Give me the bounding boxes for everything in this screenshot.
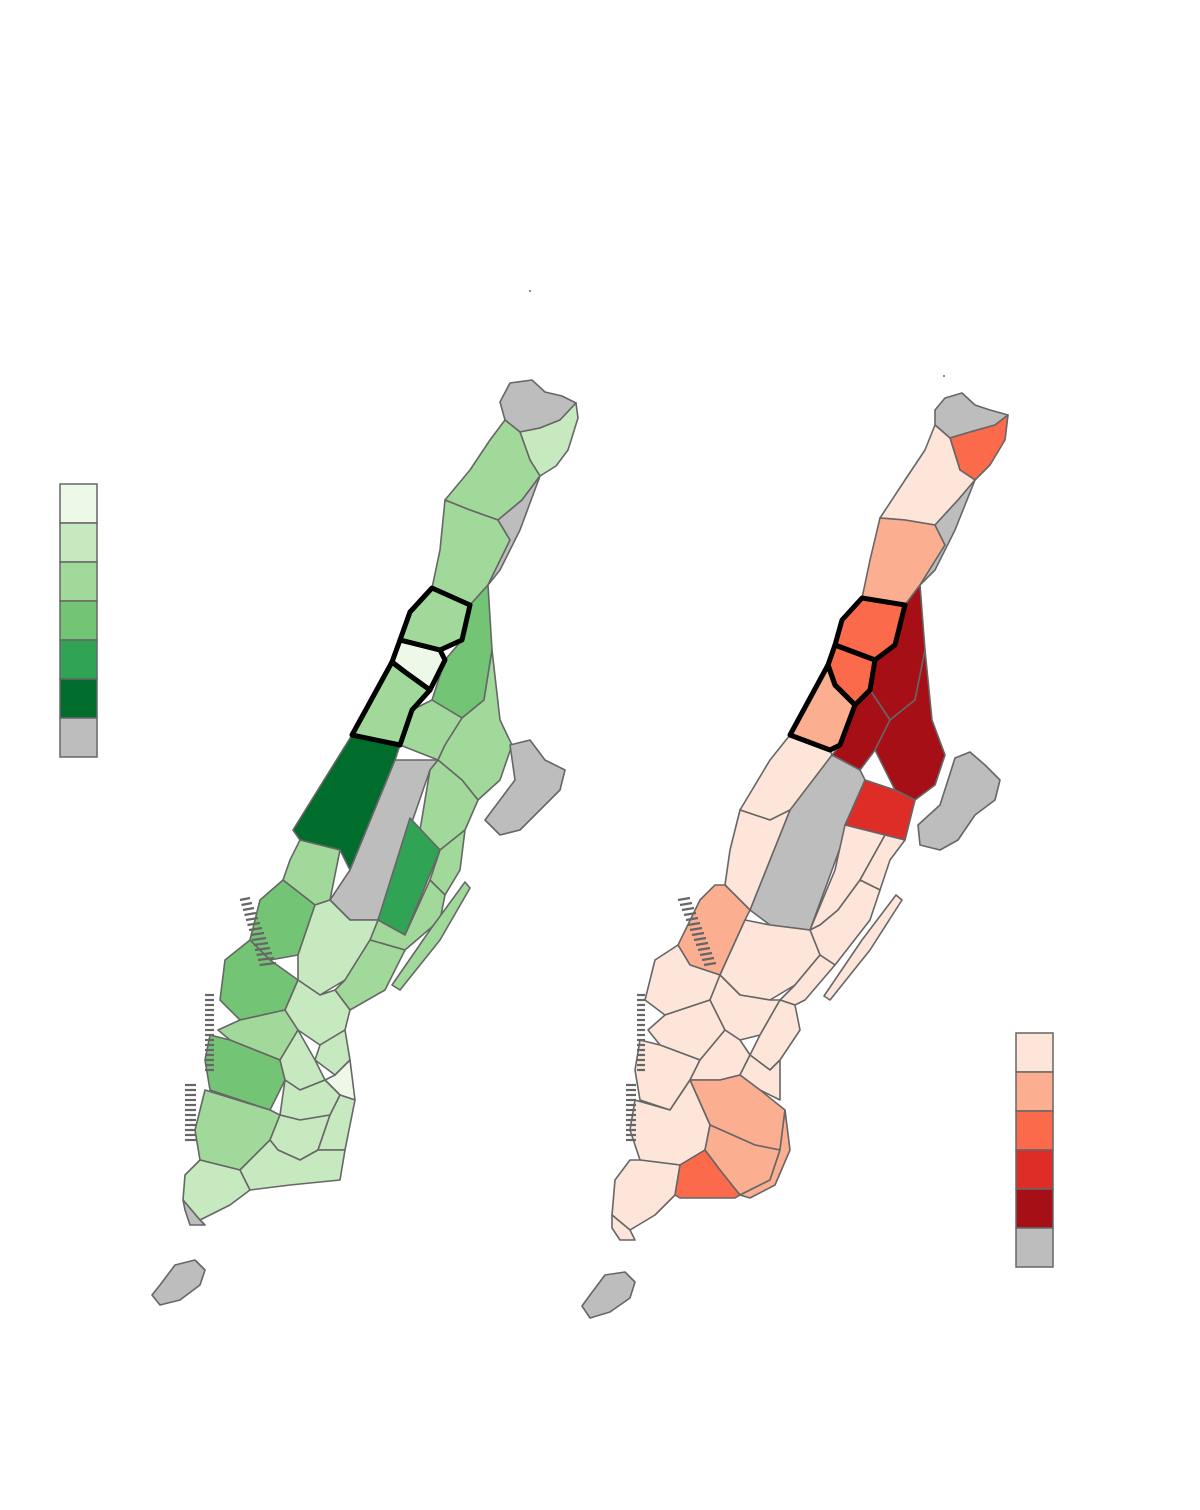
legend-swatch <box>59 639 98 680</box>
pier <box>251 936 267 942</box>
legend-swatch <box>1015 1071 1054 1112</box>
pier <box>677 896 691 902</box>
region-lower-east-side <box>739 1109 791 1199</box>
pier <box>241 901 253 907</box>
piers-west <box>626 896 717 1142</box>
region-east-harlem <box>437 649 513 801</box>
pier <box>244 911 257 917</box>
pier <box>699 951 713 957</box>
pier <box>703 961 717 967</box>
pier <box>693 936 707 942</box>
red-legend <box>1015 1032 1054 1268</box>
region-battery <box>611 1214 636 1241</box>
pier <box>685 916 699 922</box>
pier <box>681 906 695 912</box>
legend-swatch <box>1015 1149 1054 1190</box>
legend-swatch <box>59 561 98 602</box>
region-two-bridges <box>674 1149 741 1199</box>
pier <box>257 956 275 962</box>
green-map <box>151 379 579 1306</box>
region-upper-west-side <box>292 734 401 871</box>
red-map <box>581 392 1009 1319</box>
legend-swatch <box>59 678 98 719</box>
highlight-morningside <box>349 659 433 748</box>
stray-dot <box>943 375 945 377</box>
region-east-harlem <box>874 649 946 801</box>
pier <box>701 956 715 962</box>
region-lower-east-side <box>317 1094 356 1151</box>
region-roosevelt-island <box>391 881 471 991</box>
pier <box>697 946 711 952</box>
region-financial-district <box>611 1159 681 1231</box>
region-lenox-hill <box>859 834 906 891</box>
legend-swatch <box>59 522 98 563</box>
region-roosevelt-island <box>823 894 903 1001</box>
region-randalls-island <box>484 739 566 836</box>
pier <box>253 941 269 947</box>
legend-swatch <box>59 483 98 524</box>
region-battery <box>182 1199 206 1226</box>
legend-swatch <box>1015 1110 1054 1151</box>
legend-swatch <box>1015 1032 1054 1073</box>
region-washington-heights-south <box>861 517 946 606</box>
region-highbridge-strip <box>919 479 976 586</box>
pier <box>254 946 271 952</box>
legend-swatch <box>1015 1188 1054 1229</box>
pier <box>250 931 265 937</box>
pier <box>695 941 709 947</box>
region-highbridge-strip <box>487 475 541 586</box>
pier <box>245 916 259 922</box>
region-governors-island <box>581 1271 636 1319</box>
pier <box>687 921 701 927</box>
legend-swatch <box>1015 1227 1054 1268</box>
stray-dot <box>529 290 531 292</box>
region-lenox-hill <box>429 829 466 896</box>
piers-west <box>185 896 277 1142</box>
region-randalls-island <box>917 751 1001 851</box>
legend-swatch <box>59 600 98 641</box>
pier <box>259 961 277 967</box>
pier <box>239 896 251 902</box>
region-governors-island <box>151 1259 206 1306</box>
pier <box>689 926 703 932</box>
region-two-bridges <box>239 1139 346 1191</box>
pier <box>247 921 261 927</box>
pier <box>248 926 263 932</box>
green-legend <box>59 483 98 758</box>
pier <box>679 901 693 907</box>
legend-swatch <box>59 717 98 758</box>
pier <box>683 911 697 917</box>
highlight-morningside <box>787 662 858 753</box>
pier <box>242 906 255 912</box>
pier <box>256 951 273 957</box>
pier <box>691 931 705 937</box>
